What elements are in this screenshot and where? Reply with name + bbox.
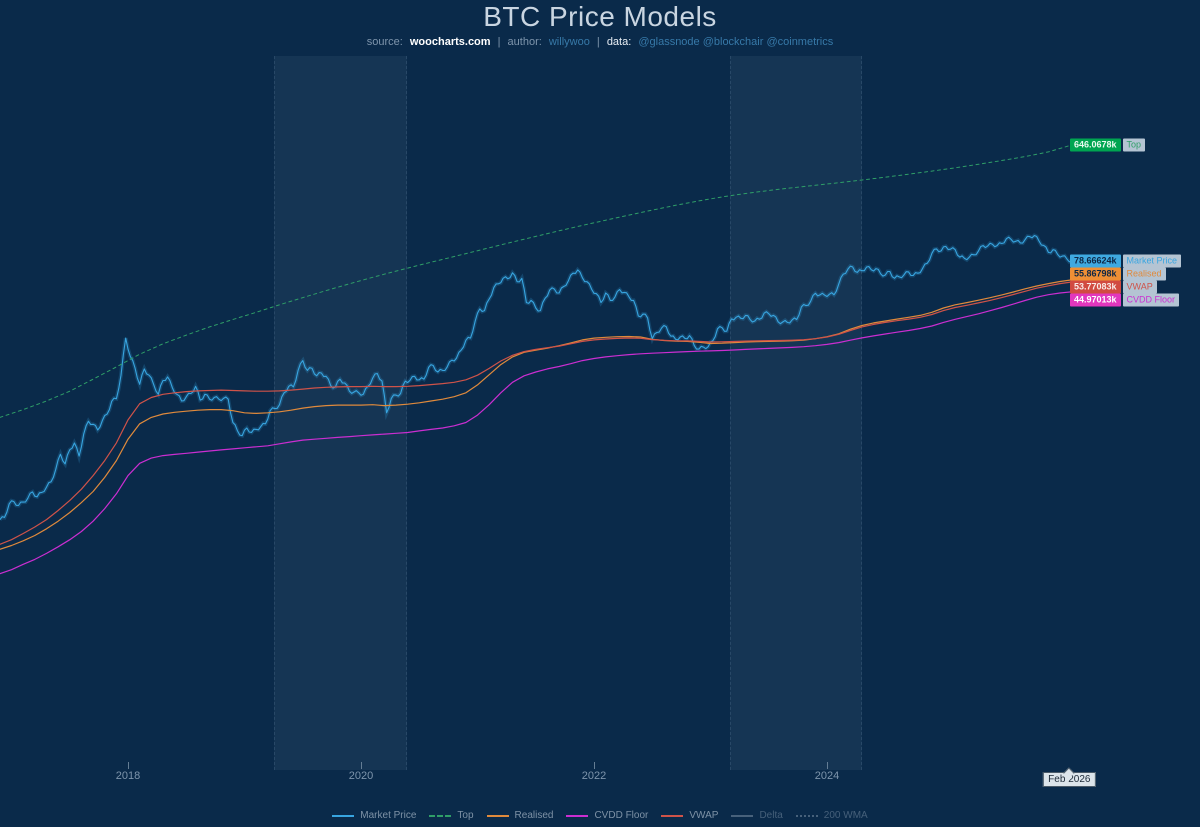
legend-item-vwap[interactable]: VWAP	[661, 810, 718, 821]
x-axis-tick	[594, 762, 595, 769]
legend-swatch-cvdd-floor	[566, 814, 589, 817]
x-axis-tick-label: 2020	[348, 770, 374, 782]
x-axis-tick	[361, 762, 362, 769]
legend-swatch-market-price	[332, 814, 355, 817]
legend-swatch-realised	[486, 814, 509, 817]
legend-label: Top	[457, 810, 474, 821]
legend-item-cvdd-floor[interactable]: CVDD Floor	[566, 810, 648, 821]
series-line-cvdd-floor	[0, 291, 1073, 575]
legend-label: Market Price	[360, 810, 417, 821]
legend-swatch-vwap	[661, 814, 684, 817]
x-axis-tick-label: 2024	[814, 770, 840, 782]
x-axis-tick	[827, 762, 828, 769]
legend-swatch-delta	[731, 814, 754, 817]
highlight-band	[730, 56, 862, 770]
x-axis-tick-label: 2018	[115, 770, 141, 782]
legend-label: Delta	[759, 810, 783, 821]
legend-label: Realised	[514, 810, 554, 821]
data-source-links[interactable]: @glassnode @blockchair @coinmetrics	[638, 36, 834, 48]
series-line-realised	[0, 279, 1073, 550]
cursor-date-text: Feb 2026	[1048, 774, 1091, 785]
x-axis-tick-label: 2022	[581, 770, 607, 782]
series-line-top	[0, 144, 1073, 418]
series-line-vwap	[0, 281, 1073, 545]
legend-swatch-top	[429, 814, 452, 817]
legend-item-realised[interactable]: Realised	[486, 810, 554, 821]
legend-item-200-wma[interactable]: 200 WMA	[795, 810, 868, 821]
legend-label: 200 WMA	[823, 810, 868, 821]
legend-label: CVDD Floor	[594, 810, 649, 821]
legend-item-delta[interactable]: Delta	[731, 810, 783, 821]
legend-swatch-200-wma	[795, 814, 818, 817]
author-link-willywoo[interactable]: willywoo	[548, 36, 590, 48]
chart-legend: Market Price Top Realised CVDD Floor VWAP Del…	[0, 810, 1200, 821]
legend-item-top[interactable]: Top	[429, 810, 474, 821]
highlight-band	[273, 56, 408, 770]
cursor-date-label: Feb 2026	[1043, 766, 1096, 787]
series-line-market-price	[0, 234, 1073, 521]
legend-label: VWAP	[689, 810, 719, 821]
legend-item-market-price[interactable]: Market Price	[332, 810, 416, 821]
x-axis-tick	[128, 762, 129, 769]
